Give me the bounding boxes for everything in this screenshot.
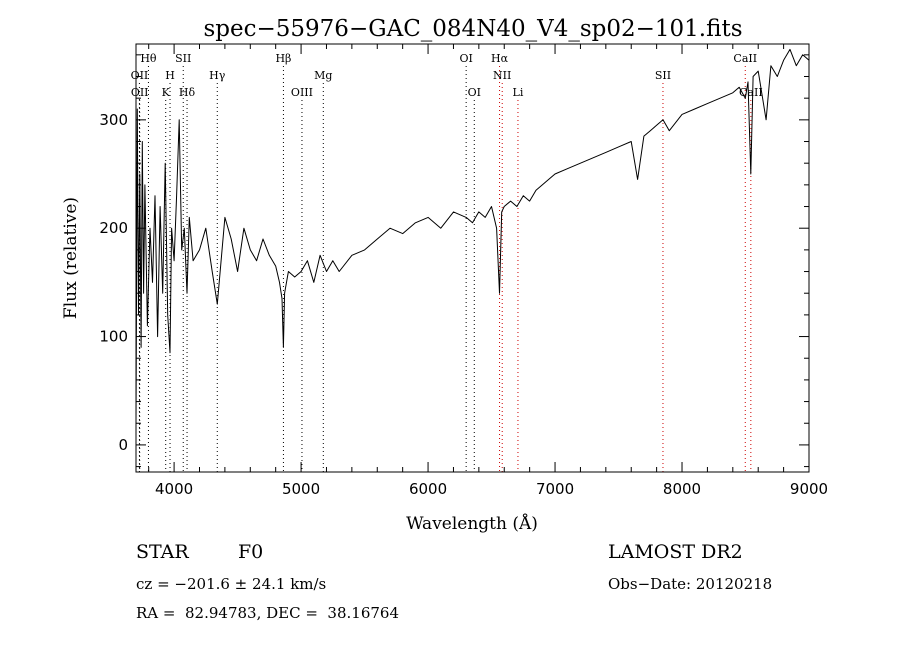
sky-coordinates: RA = 82.94783, DEC = 38.16764 [136,604,400,622]
plot-frame [135,43,810,473]
x-tick-label: 9000 [790,480,828,498]
spectrum-series-line [135,48,810,424]
spectral-line-label: K [162,86,171,99]
spectral-line-label: OII [131,69,149,82]
x-tick-label: 7000 [536,480,574,498]
x-tick-label: 6000 [409,480,447,498]
x-tick-label: 4000 [155,480,193,498]
spectral-subclass: F0 [238,541,264,563]
redshift-value: cz = −201.6 ± 24.1 km/s [136,575,327,593]
spectral-line-label: CaII [733,52,757,65]
spectral-line-label: Hα [491,52,509,65]
x-tick-label: 5000 [282,480,320,498]
spectral-line-label: SII [655,69,671,82]
chart-title: spec−55976−GAC_084N40_V4_sp02−101.fits [203,16,742,42]
spectral-line-label: SII [175,52,191,65]
spectral-line-label: OII [131,86,149,99]
spectral-line-label: CaII [739,86,763,99]
x-axis-label: Wavelength (Å) [406,513,538,534]
spectral-line-label: Hδ [179,86,196,99]
y-tick-label: 100 [99,328,128,346]
axis-ticks: 4000 5000 6000 7000 8000 9000 0 100 200 300 [99,44,828,498]
spectral-line-label: NII [493,69,511,82]
y-axis-label: Flux (relative) [61,197,81,319]
survey-name: LAMOST DR2 [608,541,743,563]
x-tick-label: 8000 [663,480,701,498]
spectral-line-label: OI [468,86,481,99]
observation-date: Obs−Date: 20120218 [608,575,773,593]
spectral-line-label: Li [513,86,524,99]
spectral-line-label: OIII [291,86,313,99]
spectral-line-label: OI [459,52,472,65]
object-class: STAR [136,541,189,563]
y-tick-label: 0 [118,436,128,454]
spectral-line-label: Mg [314,69,332,82]
spectral-line-label: H [165,69,175,82]
spectral-line-label: Hβ [275,52,291,65]
spectral-line-label: Hγ [209,69,226,82]
spectral-line-label: Hθ [140,52,157,65]
y-tick-label: 200 [99,219,128,237]
y-tick-label: 300 [99,111,128,129]
